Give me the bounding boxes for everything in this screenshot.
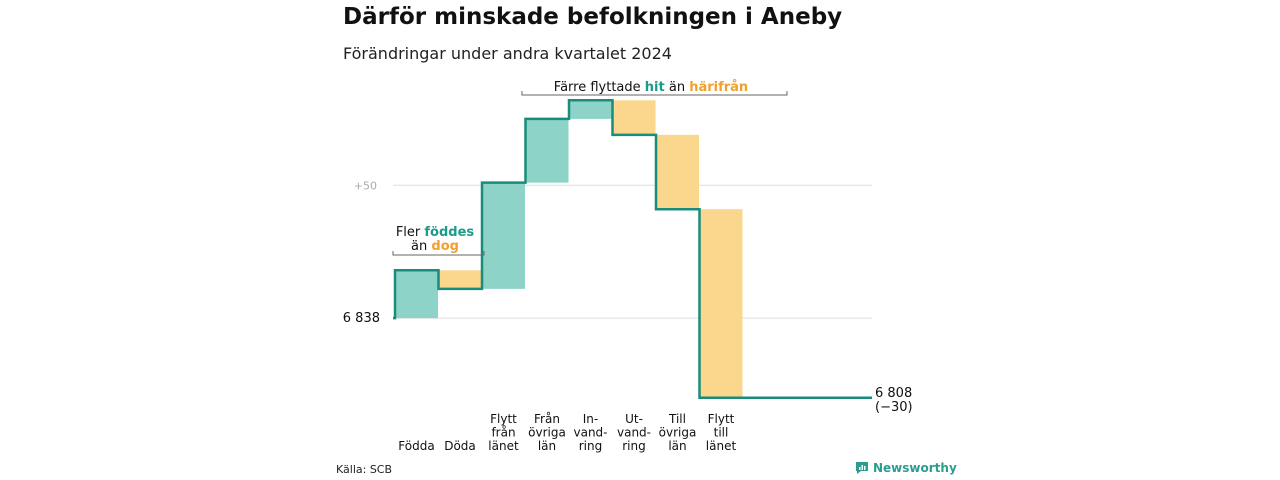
births-annotation-highlight: föddes [424,225,474,240]
moves-annotation-highlight: hit [645,80,665,95]
waterfall-bar [482,182,525,289]
category-label: övriga [659,426,697,440]
category-label: vand- [573,426,607,440]
category-label: länet [706,439,737,453]
cumulative-line [393,99,872,400]
brand-logo: Newsworthy [855,461,957,475]
births-bracket [392,251,485,256]
chart-title: Därför minskade befolkningen i Aneby [343,4,843,30]
births-annotation-plain: än [411,239,431,254]
waterfall-bar [569,100,612,119]
category-label: ring [622,439,646,453]
category-label: till [714,426,729,440]
category-label: Döda [444,439,476,453]
moves-annotation: Färre flyttade hit än härifrån [554,80,748,95]
category-label: länet [488,439,519,453]
waterfall-bar [612,100,656,135]
category-label: Ut- [625,412,643,426]
waterfall-bar [438,270,482,289]
moves-bracket [521,91,788,96]
category-label: län [668,439,686,453]
category-label: från [491,426,515,440]
category-label: In- [583,412,598,426]
category-label: Till [668,412,686,426]
waterfall-bar [525,118,569,183]
category-label: Från [534,412,560,426]
category-label: län [538,439,556,453]
births-annotation-line1: Fler föddes [396,225,475,240]
births-annotation-line2: än dog [411,239,459,254]
category-label: Flytt [708,412,735,426]
waterfall-bar [395,270,438,319]
category-label: Flytt [490,412,517,426]
births-annotation-plain: Fler [396,225,425,240]
waterfall-bar [699,209,743,398]
category-label: Födda [398,439,434,453]
end-value-label: 6 808 [875,386,912,401]
chart-subtitle: Förändringar under andra kvartalet 2024 [343,44,672,63]
y-tick-label: +50 [354,179,377,192]
moves-annotation-highlight: härifrån [689,80,748,95]
category-label: vand- [617,426,651,440]
category-label: övriga [528,426,566,440]
category-label: ring [579,439,603,453]
births-annotation-highlight: dog [431,239,459,254]
waterfall-bar [656,134,699,210]
start-value-label: 6 838 [343,311,380,326]
newsworthy-logo-icon [856,462,868,474]
moves-annotation-plain: än [665,80,689,95]
moves-annotation-plain: Färre flyttade [554,80,645,95]
brand-name: Newsworthy [873,461,957,475]
end-change-label: (−30) [875,400,913,415]
source-note: Källa: SCB [336,463,393,476]
